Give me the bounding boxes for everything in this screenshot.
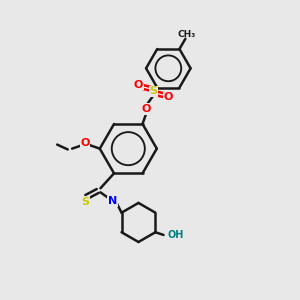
Text: CH₃: CH₃ [178,30,196,39]
Text: S: S [81,197,89,207]
Text: O: O [80,138,89,148]
Text: O: O [164,92,173,102]
Text: O: O [142,104,151,114]
Text: S: S [81,197,89,207]
Text: O: O [80,138,89,148]
Text: N: N [108,196,117,206]
Text: N: N [108,196,117,206]
Text: O: O [134,80,143,90]
Text: S: S [149,86,158,96]
Text: O: O [164,92,173,102]
Text: O: O [142,104,151,114]
Text: S: S [149,86,158,96]
Text: O: O [134,80,143,90]
Text: OH: OH [168,230,184,241]
